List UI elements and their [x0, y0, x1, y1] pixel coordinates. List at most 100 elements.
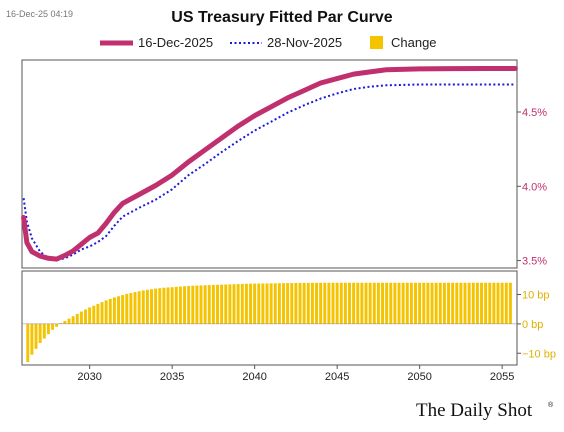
change-bar: [447, 282, 451, 324]
change-bar: [100, 302, 104, 324]
change-bar: [298, 282, 302, 324]
change-bar: [158, 288, 162, 324]
legend-swatch-change: [370, 36, 383, 49]
change-bar: [133, 292, 137, 324]
change-bar: [459, 282, 463, 324]
change-bar: [418, 282, 422, 324]
change-bar: [211, 284, 215, 324]
bottom-y-tick-label: 10 bp: [522, 290, 550, 302]
change-bar: [393, 282, 397, 324]
change-bar: [480, 282, 484, 324]
change-bar: [154, 288, 158, 324]
change-bar: [108, 298, 112, 324]
change-bar: [257, 283, 261, 324]
change-bar: [59, 322, 63, 324]
change-bar: [38, 323, 42, 343]
change-bar: [339, 282, 343, 324]
change-bar: [129, 293, 133, 324]
change-bar: [183, 286, 187, 324]
change-bar: [240, 283, 244, 324]
change-bar: [26, 323, 30, 363]
change-bar: [96, 303, 100, 324]
top-panel-frame: [21, 59, 518, 269]
change-bar: [290, 283, 294, 324]
top-y-tick-label: 4.0%: [522, 181, 547, 193]
change-bar: [42, 323, 46, 339]
change-bar: [508, 282, 512, 324]
change-bar: [352, 282, 356, 324]
change-bar: [30, 323, 34, 355]
change-bar: [88, 307, 92, 324]
top-y-tick-label: 4.5%: [522, 107, 547, 119]
change-bar: [145, 289, 149, 324]
chart-title: US Treasury Fitted Par Curve: [171, 9, 393, 26]
bottom-y-axis: 10 bp 0 bp −10 bp: [517, 290, 556, 360]
change-bar: [409, 282, 413, 324]
change-bar: [327, 282, 331, 324]
bottom-panel-frame: [21, 270, 518, 366]
change-bar: [170, 287, 174, 324]
legend: 16-Dec-2025 28-Nov-2025 Change: [100, 35, 437, 50]
change-bar: [331, 282, 335, 324]
change-bar: [343, 282, 347, 324]
x-tick-label: 2040: [242, 371, 266, 383]
change-bar: [306, 282, 310, 324]
change-bar: [220, 284, 224, 324]
change-bar: [92, 305, 96, 324]
change-bar: [401, 282, 405, 324]
timestamp: 16-Dec-25 04:19: [6, 9, 73, 19]
change-bar: [442, 282, 446, 324]
change-bar: [484, 282, 488, 324]
change-bar: [455, 282, 459, 324]
change-bar: [488, 282, 492, 324]
change-bar: [273, 283, 277, 324]
top-y-axis: 3.5% 4.0% 4.5%: [517, 107, 547, 268]
brand-logo: The Daily Shot ®: [416, 400, 554, 421]
change-bar: [426, 282, 430, 324]
change-bar: [253, 283, 257, 324]
change-bar: [277, 283, 281, 324]
change-bar: [310, 282, 314, 324]
change-bar: [381, 282, 385, 324]
change-bar: [422, 282, 426, 324]
x-tick-label: 2055: [490, 371, 514, 383]
change-bar: [71, 316, 75, 324]
change-bar: [348, 282, 352, 324]
change-bar: [269, 283, 273, 324]
change-bar: [364, 282, 368, 324]
change-bar: [385, 282, 389, 324]
bottom-y-tick-label: 0 bp: [522, 319, 543, 331]
change-bar: [360, 282, 364, 324]
current-curve-line: [21, 66, 518, 262]
change-bar: [34, 323, 38, 349]
change-bar: [51, 323, 55, 330]
change-bar: [104, 300, 108, 324]
change-bar: [323, 282, 327, 324]
legend-label-change: Change: [391, 35, 437, 50]
change-bar: [356, 282, 360, 324]
change-bar: [471, 282, 475, 324]
change-bar: [463, 282, 467, 324]
change-bar: [372, 282, 376, 324]
change-bar: [174, 286, 178, 324]
change-bar: [496, 282, 500, 324]
x-tick-label: 2045: [325, 371, 349, 383]
change-bar: [195, 285, 199, 324]
legend-label-current: 16-Dec-2025: [138, 35, 213, 50]
change-bar: [203, 285, 207, 324]
change-bar: [286, 283, 290, 324]
change-bar: [191, 285, 195, 324]
change-bar: [166, 287, 170, 324]
change-bar: [265, 283, 269, 324]
bottom-y-tick-label: −10 bp: [522, 348, 556, 360]
change-bar: [414, 282, 418, 324]
change-bar: [187, 285, 191, 324]
change-bar: [397, 282, 401, 324]
change-bar: [438, 282, 442, 324]
change-bar: [294, 282, 298, 324]
change-bar: [500, 282, 504, 324]
change-bar: [84, 309, 88, 324]
change-bar: [475, 282, 479, 324]
top-y-tick-label: 3.5%: [522, 256, 547, 268]
